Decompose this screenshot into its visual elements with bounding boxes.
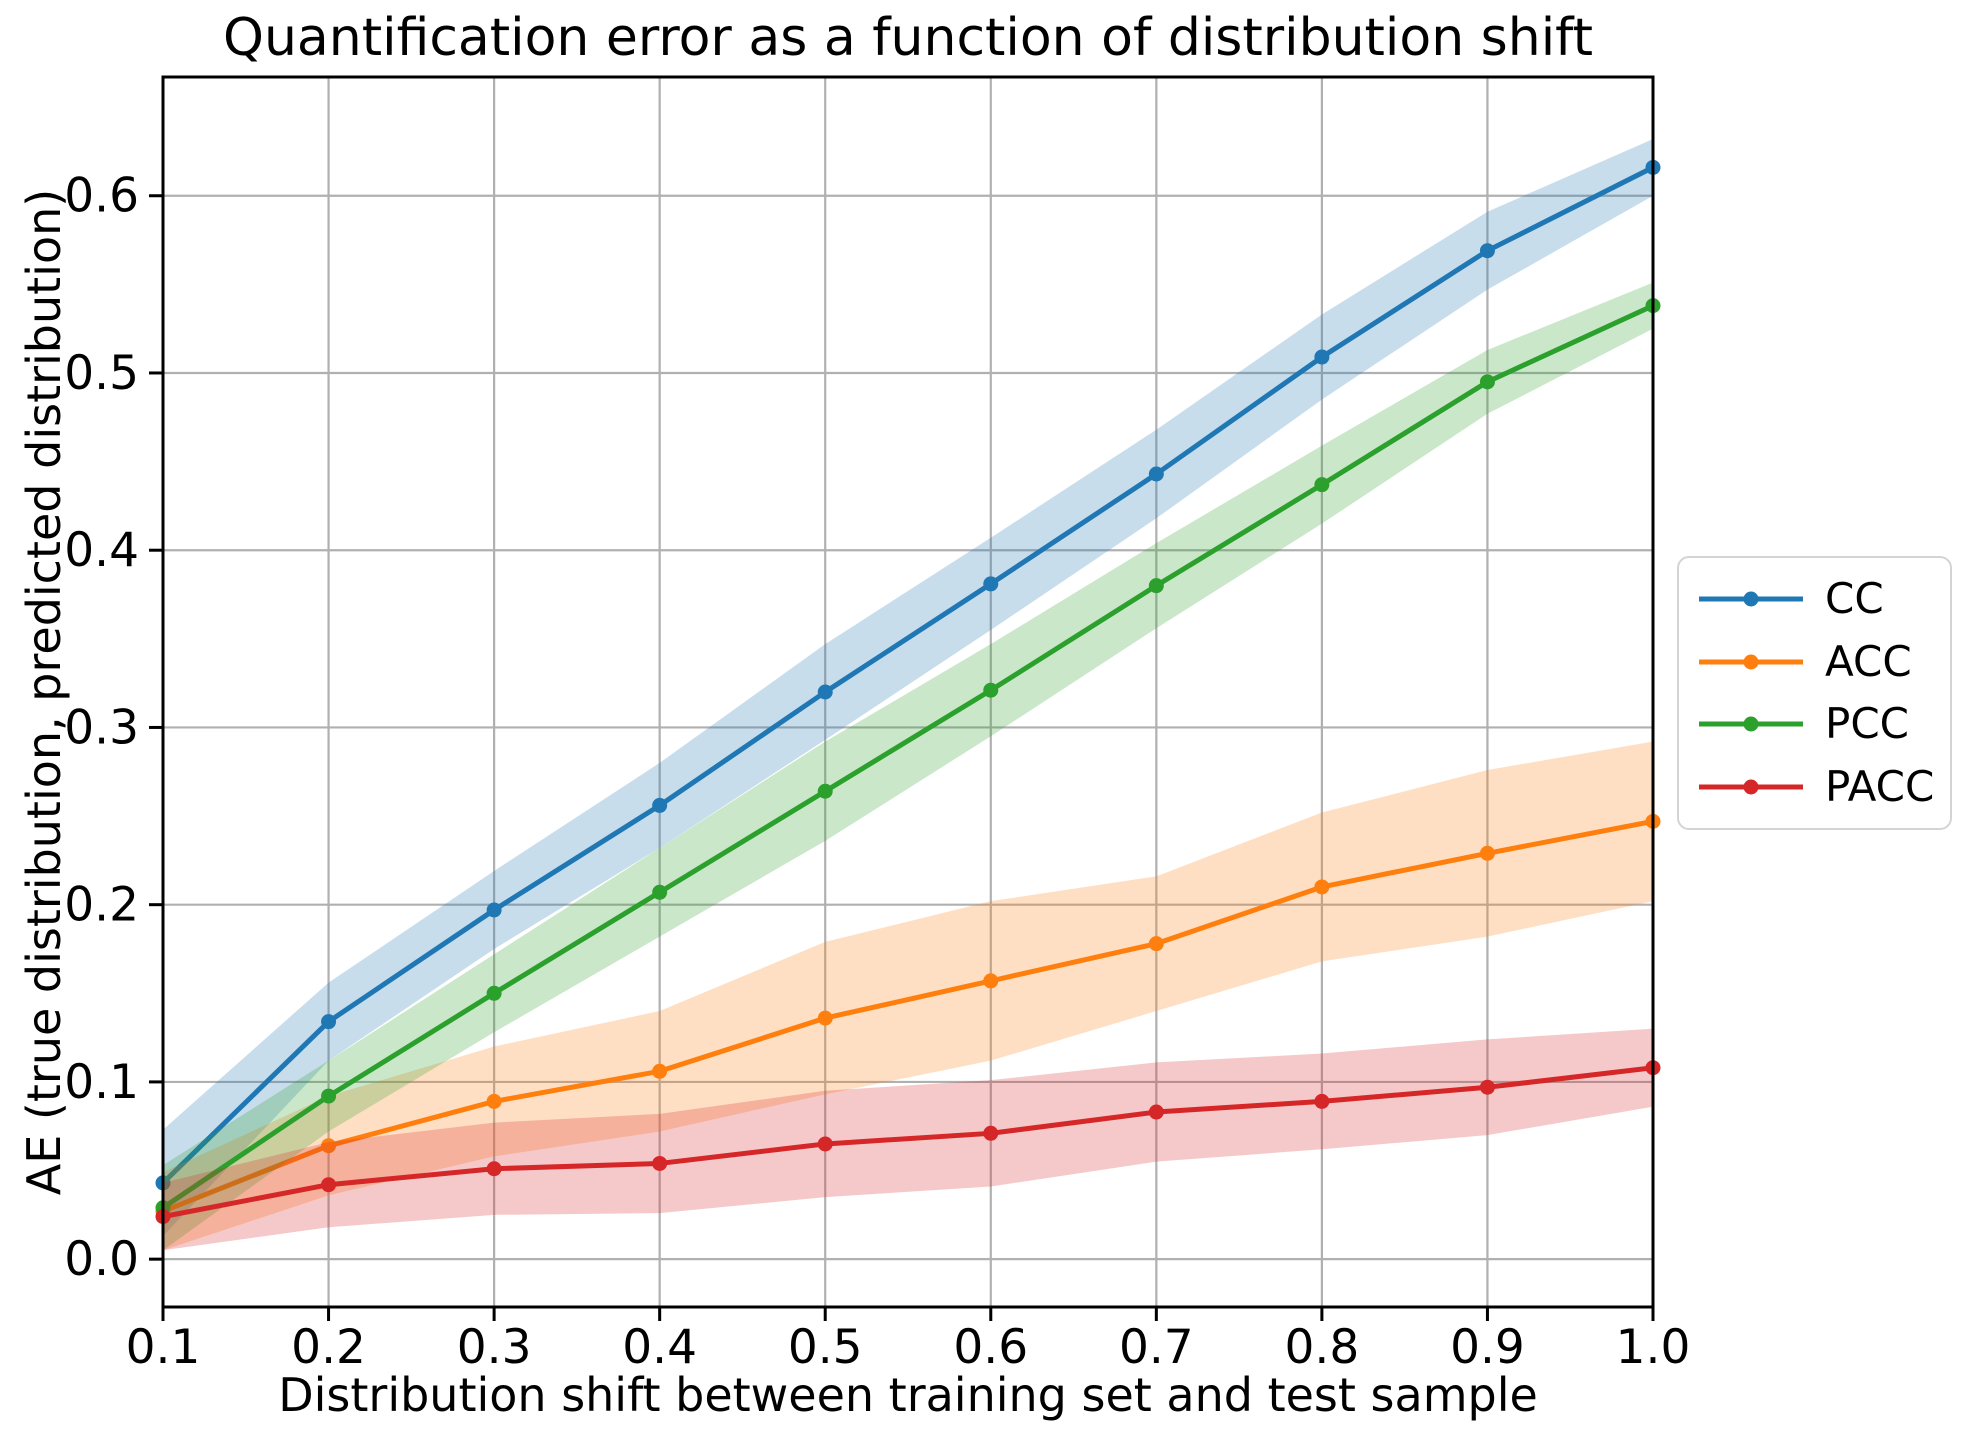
series-marker-CC-0.2 bbox=[321, 1014, 337, 1030]
y-tick-label-0.1: 0.1 bbox=[64, 1055, 139, 1110]
legend-line-sample-ACC bbox=[1699, 654, 1803, 670]
x-tick-label-0.1: 0.1 bbox=[126, 1320, 201, 1375]
y-tick-label-0.0: 0.0 bbox=[64, 1232, 139, 1287]
series-band-CC bbox=[163, 139, 1653, 1237]
series-band-ACC bbox=[163, 741, 1653, 1251]
series-marker-ACC-0.4 bbox=[652, 1063, 668, 1079]
series-marker-ACC-0.3 bbox=[486, 1093, 502, 1109]
series-marker-ACC-0.7 bbox=[1148, 936, 1164, 952]
series-marker-PACC-0.6 bbox=[983, 1125, 999, 1141]
series-marker-CC-0.3 bbox=[486, 902, 502, 918]
series-marker-PACC-0.7 bbox=[1148, 1104, 1164, 1120]
series-marker-PCC-0.2 bbox=[321, 1088, 337, 1104]
x-tick-label-0.3: 0.3 bbox=[457, 1320, 532, 1375]
y-tick-label-0.5: 0.5 bbox=[64, 346, 139, 401]
legend-line-sample-CC bbox=[1699, 591, 1803, 607]
legend-label-PCC: PCC bbox=[1825, 699, 1909, 749]
x-tick-label-0.8: 0.8 bbox=[1285, 1320, 1360, 1375]
legend-item-CC: CC bbox=[1697, 578, 1950, 620]
x-tick-label-0.9: 0.9 bbox=[1450, 1320, 1525, 1375]
series-line-CC bbox=[160, 164, 1656, 1186]
chart-title: Quantification error as a function of di… bbox=[223, 8, 1593, 68]
series-marker-PACC-0.3 bbox=[486, 1161, 502, 1177]
series-marker-PCC-0.4 bbox=[652, 884, 668, 900]
series-marker-PCC-0.9 bbox=[1479, 374, 1495, 390]
y-tick-label-0.4: 0.4 bbox=[64, 523, 139, 578]
x-tick-label-1.0: 1.0 bbox=[1616, 1320, 1691, 1375]
x-tick-label-0.2: 0.2 bbox=[291, 1320, 366, 1375]
series-marker-CC-0.8 bbox=[1314, 349, 1330, 365]
x-tick-label-0.6: 0.6 bbox=[953, 1320, 1028, 1375]
legend-label-CC: CC bbox=[1825, 574, 1884, 624]
series-marker-ACC-0.8 bbox=[1314, 879, 1330, 895]
series-marker-CC-0.9 bbox=[1479, 243, 1495, 259]
series-marker-PACC-0.2 bbox=[321, 1177, 337, 1193]
series-marker-PCC-0.8 bbox=[1314, 477, 1330, 493]
x-axis-label: Distribution shift between training set … bbox=[278, 1368, 1538, 1422]
series-marker-PACC-0.4 bbox=[652, 1155, 668, 1171]
y-tick-label-0.2: 0.2 bbox=[64, 878, 139, 933]
legend-line-sample-PCC bbox=[1699, 716, 1803, 732]
x-tick-label-0.4: 0.4 bbox=[622, 1320, 697, 1375]
legend-label-ACC: ACC bbox=[1825, 636, 1912, 686]
series-marker-CC-0.6 bbox=[983, 576, 999, 592]
legend-label-PACC: PACC bbox=[1825, 761, 1935, 811]
x-tick-label-0.5: 0.5 bbox=[788, 1320, 863, 1375]
series-marker-PACC-0.8 bbox=[1314, 1093, 1330, 1109]
y-tick-label-0.6: 0.6 bbox=[64, 169, 139, 224]
series-marker-PCC-0.6 bbox=[983, 682, 999, 698]
legend-item-PACC: PACC bbox=[1697, 761, 1950, 811]
legend-item-ACC: ACC bbox=[1697, 636, 1950, 686]
y-tick-label-0.3: 0.3 bbox=[64, 700, 139, 755]
series-marker-PCC-0.7 bbox=[1148, 578, 1164, 594]
series-marker-ACC-0.2 bbox=[321, 1138, 337, 1154]
series-marker-ACC-0.5 bbox=[817, 1010, 833, 1026]
plot-border bbox=[161, 75, 1655, 1309]
legend-line-sample-PACC bbox=[1699, 779, 1803, 795]
series-line-PACC bbox=[160, 1065, 1656, 1220]
series-marker-PACC-0.9 bbox=[1479, 1079, 1495, 1095]
legend: CC ACC PCC PACC bbox=[1677, 556, 1952, 830]
series-marker-ACC-0.6 bbox=[983, 973, 999, 989]
series-line-ACC bbox=[160, 818, 1656, 1214]
x-tick-label-0.7: 0.7 bbox=[1119, 1320, 1194, 1375]
series-marker-ACC-0.9 bbox=[1479, 845, 1495, 861]
legend-item-PCC: PCC bbox=[1697, 703, 1950, 745]
series-band-PCC bbox=[163, 282, 1653, 1251]
series-marker-CC-0.5 bbox=[817, 684, 833, 700]
series-marker-PACC-0.5 bbox=[817, 1136, 833, 1152]
series-marker-PCC-0.5 bbox=[817, 783, 833, 799]
series-marker-PCC-0.3 bbox=[486, 985, 502, 1001]
series-marker-CC-0.7 bbox=[1148, 466, 1164, 482]
series-marker-CC-0.4 bbox=[652, 797, 668, 813]
series-line-PCC bbox=[160, 303, 1656, 1211]
